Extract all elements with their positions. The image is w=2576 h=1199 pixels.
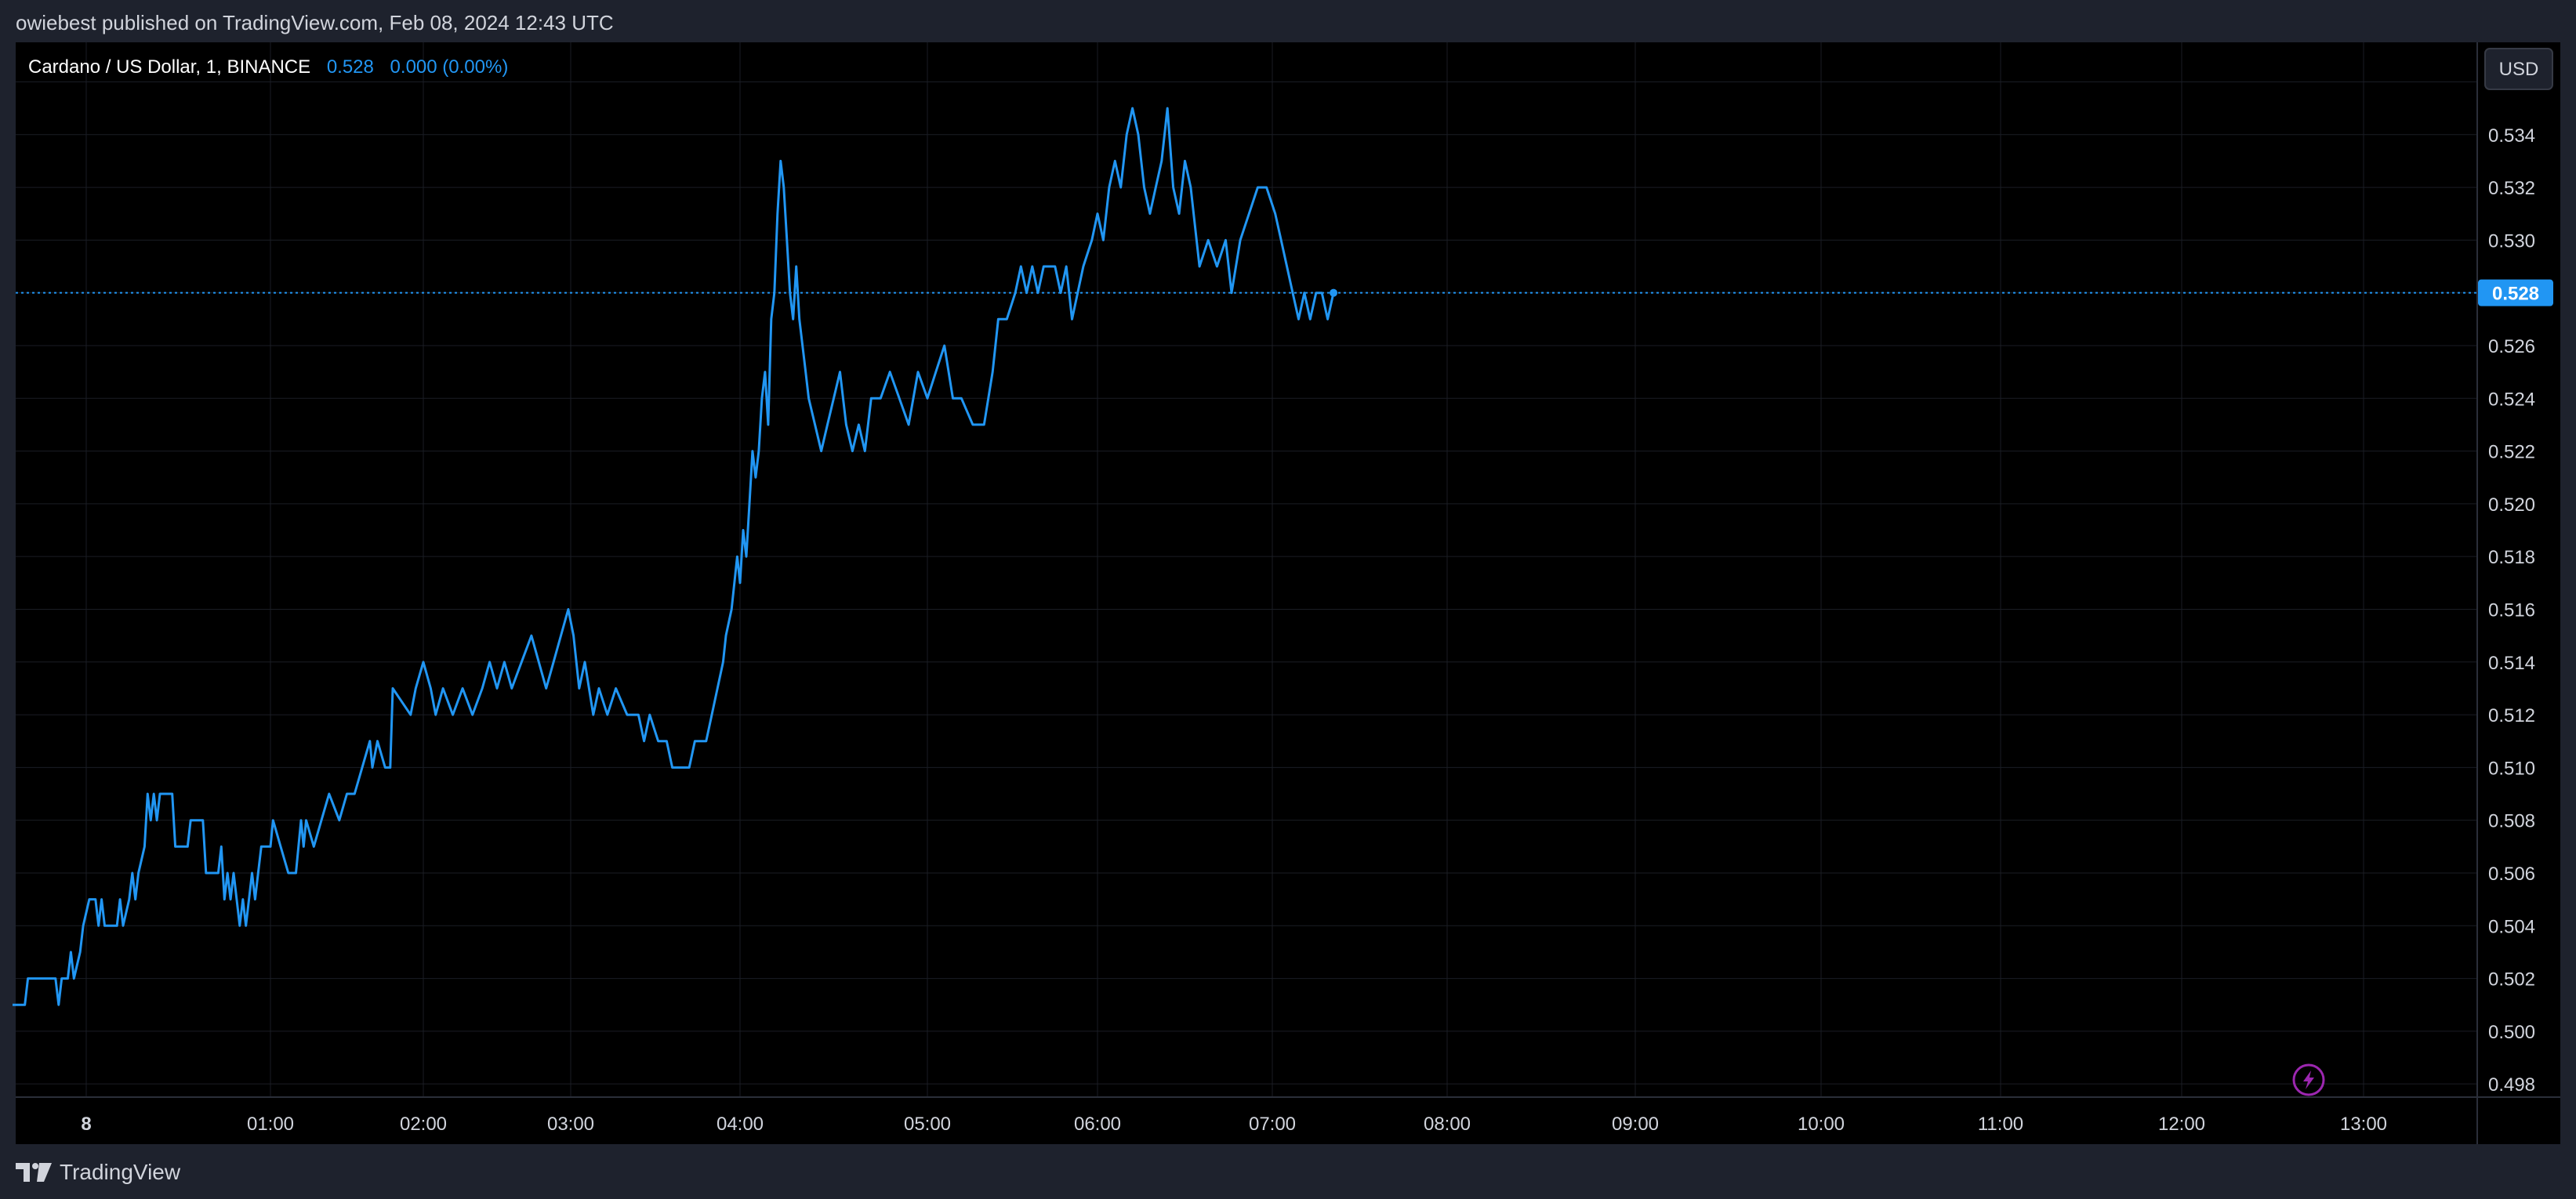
chart-legend: Cardano / US Dollar, 1, BINANCE 0.528 0.… <box>28 56 508 78</box>
y-tick-label: 0.530 <box>2488 230 2535 252</box>
y-tick-label: 0.510 <box>2488 758 2535 779</box>
legend-symbol: Cardano / US Dollar, 1, BINANCE <box>28 56 310 78</box>
tradingview-logo-icon <box>16 1163 52 1182</box>
last-price-tag: 0.528 <box>2478 279 2553 306</box>
y-tick-label: 0.500 <box>2488 1022 2535 1043</box>
x-tick-label: 12:00 <box>2158 1114 2205 1135</box>
y-tick-label: 0.522 <box>2488 442 2535 463</box>
last-price-tag-text: 0.528 <box>2492 284 2539 305</box>
x-tick-label: 07:00 <box>1249 1114 1296 1135</box>
footer-bar <box>0 1144 2576 1199</box>
x-tick-label: 10:00 <box>1798 1114 1845 1135</box>
published-caption: owiebest published on TradingView.com, F… <box>16 11 614 34</box>
x-tick-label: 13:00 <box>2340 1114 2387 1135</box>
chart-grid <box>16 42 2477 1097</box>
price-axis: 0.5360.5340.5320.5300.5280.5260.5240.522… <box>2476 42 2535 1144</box>
y-tick-label: 0.516 <box>2488 600 2535 621</box>
legend-change: 0.000 (0.00%) <box>390 56 509 78</box>
currency-button-label[interactable]: USD <box>2499 59 2539 80</box>
last-price-tag-bg <box>2478 279 2553 306</box>
x-tick-label: 03:00 <box>547 1114 594 1135</box>
x-tick-label: 06:00 <box>1074 1114 1121 1135</box>
legend-price: 0.528 <box>327 56 374 78</box>
y-tick-label: 0.534 <box>2488 125 2535 147</box>
tradingview-brand-text: TradingView <box>60 1160 181 1184</box>
x-tick-label: 09:00 <box>1612 1114 1659 1135</box>
y-tick-label: 0.526 <box>2488 336 2535 357</box>
svg-text:Cardano / US Dollar, 1, BINANC: Cardano / US Dollar, 1, BINANCE 0.528 0.… <box>28 56 508 78</box>
x-tick-label: 11:00 <box>1978 1114 2023 1135</box>
x-tick-label: 8 <box>81 1114 91 1135</box>
currency-button[interactable]: USD <box>2484 48 2553 90</box>
y-tick-label: 0.520 <box>2488 494 2535 516</box>
y-tick-label: 0.506 <box>2488 864 2535 885</box>
chart-frame[interactable] <box>16 42 2560 1144</box>
y-tick-label: 0.512 <box>2488 705 2535 726</box>
x-tick-label: 01:00 <box>247 1114 294 1135</box>
y-tick-label: 0.504 <box>2488 916 2535 937</box>
last-point-marker <box>1330 288 1338 297</box>
tradingview-logo[interactable]: TradingView <box>16 1158 180 1186</box>
header-bar: owiebest published on TradingView.com, F… <box>0 0 2576 42</box>
x-tick-label: 02:00 <box>400 1114 447 1135</box>
y-tick-label: 0.498 <box>2488 1074 2535 1096</box>
series-points <box>1330 288 1338 297</box>
x-tick-label: 05:00 <box>904 1114 951 1135</box>
time-axis: 8 01:00 02:00 03:00 04:00 05:00 06:00 07:00 08:0… <box>16 1096 2560 1135</box>
lightning-alert-icon[interactable] <box>2292 1063 2325 1096</box>
y-tick-label: 0.502 <box>2488 969 2535 991</box>
price-series-line <box>13 107 1335 1006</box>
y-tick-label: 0.508 <box>2488 811 2535 832</box>
y-tick-label: 0.518 <box>2488 547 2535 568</box>
y-tick-label: 0.524 <box>2488 389 2535 410</box>
x-tick-label: 04:00 <box>717 1114 764 1135</box>
y-tick-label: 0.532 <box>2488 178 2535 199</box>
y-tick-label: 0.514 <box>2488 653 2535 674</box>
x-tick-label: 08:00 <box>1424 1114 1471 1135</box>
